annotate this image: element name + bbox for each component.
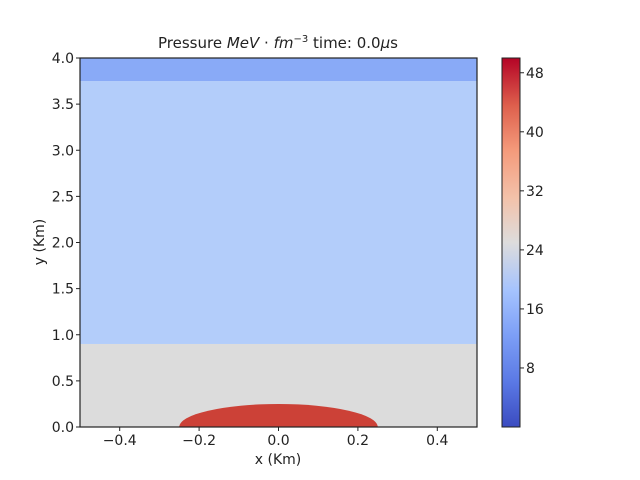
- heatmap-band-1: [80, 81, 477, 344]
- x-tick-label: −0.2: [182, 433, 216, 449]
- chart-title: Pressure MeV · fm−3 time: 0.0μs: [158, 34, 398, 52]
- x-tick-label: 0.2: [347, 433, 369, 449]
- x-tick-label: −0.4: [103, 433, 137, 449]
- x-axis-ticks: −0.4 −0.2 0.0 0.2 0.4: [103, 427, 449, 449]
- y-tick-label: 0.5: [52, 374, 74, 390]
- high-pressure-dome: [179, 403, 378, 427]
- heatmap-regions: [80, 58, 477, 427]
- y-tick-label: 3.5: [52, 97, 74, 113]
- colorbar-tick-label: 32: [526, 184, 544, 200]
- colorbar-tick-label: 48: [526, 66, 544, 82]
- x-axis-label: x (Km): [255, 452, 301, 468]
- x-tick-label: 0.0: [267, 433, 289, 449]
- colorbar-tick-label: 40: [526, 125, 544, 141]
- y-tick-label: 2.0: [52, 236, 74, 252]
- y-axis-label: y (Km): [32, 219, 48, 265]
- colorbar-tick-label: 24: [526, 243, 544, 259]
- y-tick-label: 4.0: [52, 51, 74, 67]
- x-tick-label: 0.4: [426, 433, 448, 449]
- y-tick-label: 1.5: [52, 282, 74, 298]
- y-tick-label: 1.0: [52, 328, 74, 344]
- colorbar: [501, 57, 521, 428]
- colorbar-tick-label: 8: [526, 361, 535, 377]
- y-tick-label: 0.0: [52, 420, 74, 436]
- heatmap-band-2: [80, 58, 477, 82]
- colorbar-ticks: 8 16 24 32 40 48: [520, 66, 544, 377]
- y-tick-label: 3.0: [52, 143, 74, 159]
- y-tick-label: 2.5: [52, 189, 74, 205]
- colorbar-tick-label: 16: [526, 302, 544, 318]
- y-axis-ticks: 0.0 0.5 1.0 1.5 2.0 2.5 3.0 3.5 4.0: [52, 51, 80, 436]
